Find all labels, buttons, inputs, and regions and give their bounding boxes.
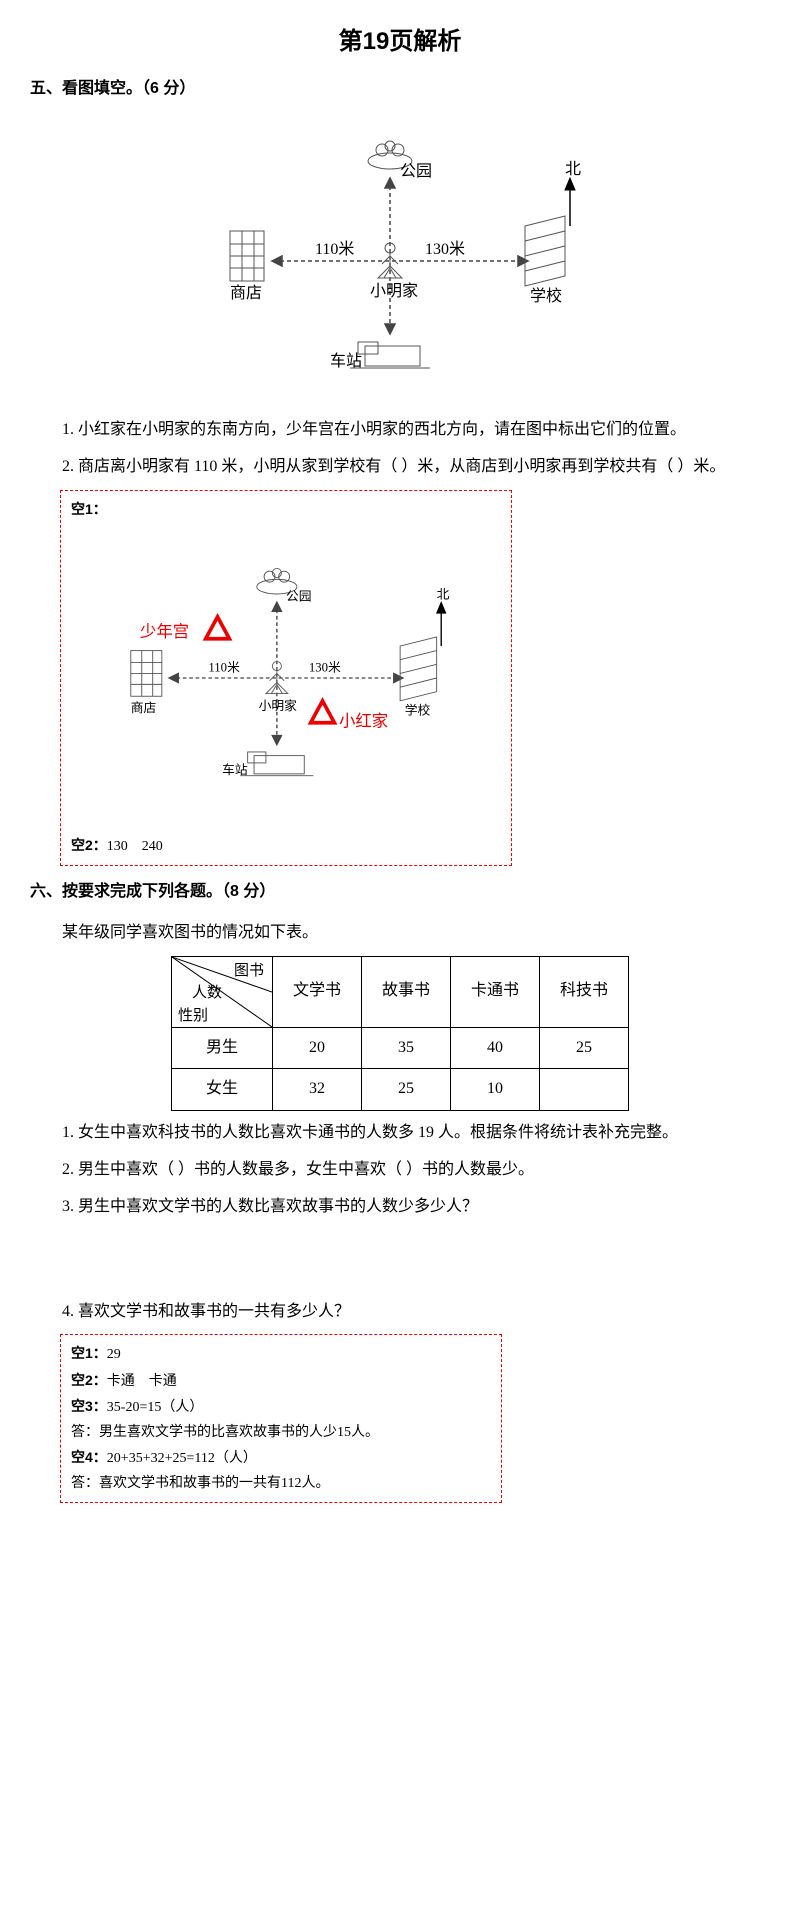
svg-text:小明家: 小明家 [259, 698, 298, 713]
q5-1: 1. 小红家在小明家的东南方向，少年宫在小明家的西北方向，请在图中标出它们的位置… [30, 416, 770, 445]
dist-130: 130米 [425, 240, 465, 258]
q5-2: 2. 商店离小明家有 110 米，小明从家到学校有（ ）米，从商店到小明家再到学… [30, 453, 770, 482]
dist-110: 110米 [315, 240, 354, 258]
xhj-label: 小红家 [339, 712, 388, 730]
q6-3: 3. 男生中喜欢文学书的人数比喜欢故事书的人数少多少人？ [30, 1193, 770, 1222]
ans2-values: 130 240 [107, 839, 163, 854]
section-5-heading: 五、看图填空。（6 分） [30, 75, 770, 104]
north-label: 北 [565, 160, 581, 178]
xhj-marker [311, 701, 335, 723]
books-table: 图书 人数 性别 文学书 故事书 卡通书 科技书 男生 20 35 40 25 … [171, 956, 629, 1112]
col-3: 科技书 [540, 956, 629, 1027]
palace-label: 少年宫 [140, 623, 189, 641]
map-diagram-original: 北 公园 商店 学校 小明家 车站 110米 130米 [170, 116, 630, 406]
svg-text:学校: 学校 [405, 702, 431, 717]
q6-2: 2. 男生中喜欢（ ）书的人数最多，女生中喜欢（ ）书的人数最少。 [30, 1156, 770, 1185]
svg-text:人数: 人数 [192, 984, 222, 1001]
answer-box-sec6: 空1：29 空2：卡通 卡通 空3：35-20=15（人） 答：男生喜欢文学书的… [60, 1334, 502, 1503]
school-label: 学校 [530, 287, 562, 305]
table-row: 女生 32 25 10 [171, 1069, 628, 1111]
station-label: 车站 [330, 352, 362, 370]
table-row: 男生 20 35 40 25 [171, 1027, 628, 1069]
svg-text:车站: 车站 [222, 763, 248, 777]
ans2-label: 空2： [71, 837, 107, 853]
col-1: 故事书 [361, 956, 450, 1027]
ans1-label: 空1： [71, 501, 107, 517]
park-label: 公园 [400, 163, 432, 180]
svg-text:公园: 公园 [286, 589, 312, 603]
svg-text:商店: 商店 [131, 701, 157, 715]
map-diagram-answer: 北 公园 商店 学校 小明家 车站 110米 130米 少年宫 小红家 [76, 533, 496, 823]
sec6-intro: 某年级同学喜欢图书的情况如下表。 [30, 919, 770, 948]
svg-text:北: 北 [437, 587, 450, 601]
page-title: 第19页解析 [30, 20, 770, 63]
answer-box-sec5: 空1： 北 公园 商店 学校 小明家 车站 110米 130米 少年宫 小红家 … [60, 490, 512, 866]
col-2: 卡通书 [451, 956, 540, 1027]
svg-text:110米: 110米 [208, 660, 240, 674]
svg-text:图书: 图书 [234, 962, 264, 979]
svg-text:130米: 130米 [309, 660, 341, 674]
q6-1: 1. 女生中喜欢科技书的人数比喜欢卡通书的人数多 19 人。根据条件将统计表补充… [30, 1119, 770, 1148]
home-label: 小明家 [370, 282, 418, 300]
table-corner: 图书 人数 性别 [171, 956, 272, 1027]
palace-marker [206, 617, 230, 639]
col-0: 文学书 [272, 956, 361, 1027]
section-6-heading: 六、按要求完成下列各题。（8 分） [30, 878, 770, 907]
q6-4: 4. 喜欢文学书和故事书的一共有多少人？ [30, 1298, 770, 1327]
svg-text:性别: 性别 [178, 1007, 208, 1024]
shop-label: 商店 [230, 284, 262, 302]
